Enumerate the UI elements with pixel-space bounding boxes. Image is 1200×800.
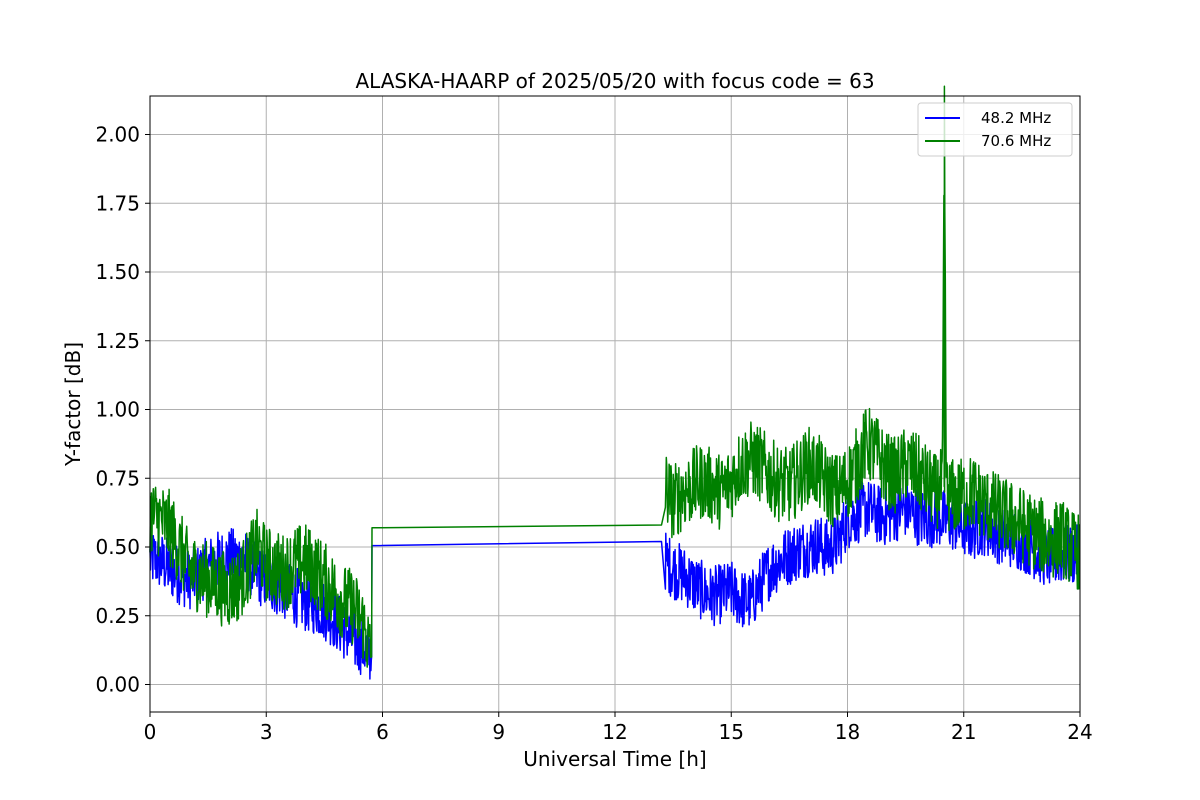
y-tick-label: 0.25 <box>95 604 140 628</box>
y-tick-label: 1.00 <box>95 398 140 422</box>
y-tick-label: 1.75 <box>95 191 140 215</box>
x-tick-label: 21 <box>951 720 976 744</box>
legend-box <box>917 102 1073 157</box>
x-tick-label: 0 <box>144 720 157 744</box>
x-axis-label: Universal Time [h] <box>523 747 706 771</box>
y-tick-label: 2.00 <box>95 123 140 147</box>
legend-label: 70.6 MHz <box>981 132 1051 150</box>
x-tick-label: 6 <box>376 720 389 744</box>
y-tick-label: 0.75 <box>95 466 140 490</box>
legend: 48.2 MHz 70.6 MHz <box>917 102 1073 157</box>
axis-ticks: 0 3 6 9 12 15 18 21 24 0.00 0.25 0.50 0.75 1.00 1.25 1.… <box>95 123 1092 745</box>
series-line-70-6-mhz <box>149 85 1081 668</box>
x-tick-label: 15 <box>719 720 744 744</box>
y-tick-label: 0.50 <box>95 535 140 559</box>
x-tick-label: 12 <box>602 720 627 744</box>
chart-title: ALASKA-HAARP of 2025/05/20 with focus co… <box>355 69 874 93</box>
legend-label: 48.2 MHz <box>981 109 1051 127</box>
y-axis-label: Y-factor [dB] <box>61 342 85 467</box>
x-tick-label: 18 <box>835 720 860 744</box>
x-tick-label: 3 <box>260 720 273 744</box>
y-tick-label: 0.00 <box>95 673 140 697</box>
y-tick-label: 1.25 <box>95 329 140 353</box>
x-tick-label: 24 <box>1067 720 1092 744</box>
x-tick-label: 9 <box>492 720 505 744</box>
y-tick-label: 1.50 <box>95 260 140 284</box>
plot-series <box>149 85 1081 680</box>
